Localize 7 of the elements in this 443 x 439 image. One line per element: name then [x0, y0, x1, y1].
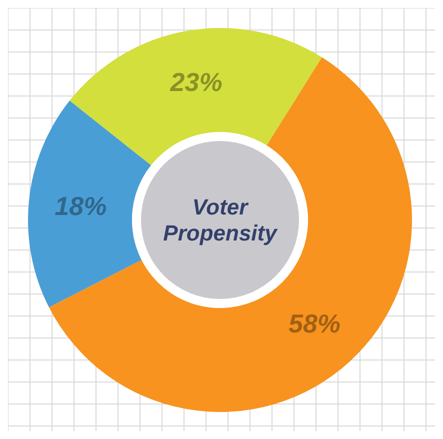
data-label: 23% — [169, 67, 222, 98]
data-label: 18% — [54, 191, 107, 222]
donut-slice — [48, 57, 412, 412]
donut-slice — [28, 100, 152, 308]
donut-slice — [70, 28, 322, 166]
text: Voter Propensity — [163, 194, 279, 246]
data-label: 58% — [288, 308, 341, 338]
